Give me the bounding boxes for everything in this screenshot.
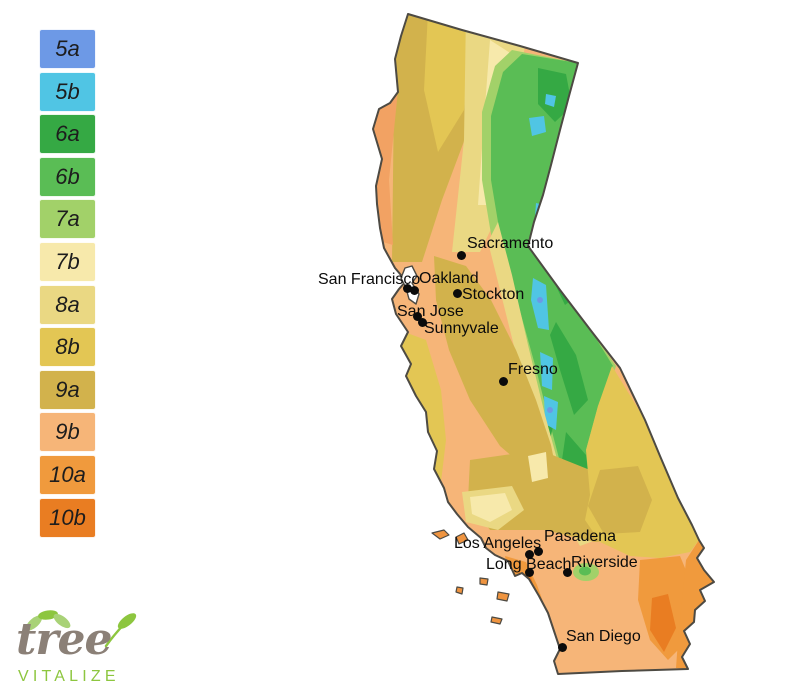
legend-item-7a: 7a — [39, 199, 96, 240]
legend-item-7b: 7b — [39, 241, 96, 282]
legend-item-6b: 6b — [39, 156, 96, 197]
legend-item-9a: 9a — [39, 369, 96, 410]
legend-item-9b: 9b — [39, 412, 96, 453]
legend-zone-label: 9b — [55, 419, 80, 445]
zone-legend: 5a 5b 6a 6b 7a 7b 8a 8b 9a 9b 10a 10b — [39, 29, 96, 540]
treevitalize-logo: tree VITALIZE — [10, 606, 145, 690]
logo-tagline: VITALIZE — [18, 668, 120, 685]
legend-item-10a: 10a — [39, 454, 96, 495]
zone-overlays — [373, 14, 714, 674]
legend-item-5a: 5a — [39, 29, 96, 69]
legend-item-8a: 8a — [39, 284, 96, 325]
legend-item-8b: 8b — [39, 327, 96, 368]
state-border — [372, 13, 715, 675]
legend-zone-label: 6a — [55, 121, 80, 147]
legend-item-5b: 5b — [39, 71, 96, 112]
legend-zone-label: 8a — [55, 291, 80, 317]
legend-zone-label: 7b — [55, 248, 80, 274]
legend-zone-label: 10b — [49, 504, 86, 530]
legend-zone-label: 10a — [49, 461, 86, 487]
channel-islands — [431, 529, 510, 625]
legend-zone-label: 8b — [55, 334, 80, 360]
legend-item-6a: 6a — [39, 114, 96, 155]
legend-zone-label: 6b — [55, 163, 80, 189]
leaf-icon — [25, 610, 137, 648]
legend-zone-label: 9a — [55, 376, 80, 402]
legend-zone-label: 5a — [55, 36, 80, 61]
legend-item-10b: 10b — [39, 497, 96, 538]
logo-wordmark: tree — [16, 614, 112, 665]
legend-zone-label: 5b — [55, 78, 80, 104]
legend-zone-label: 7a — [55, 206, 80, 232]
